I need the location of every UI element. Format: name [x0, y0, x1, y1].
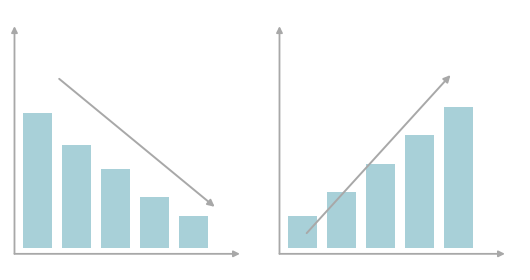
Bar: [327, 192, 356, 248]
Bar: [444, 107, 473, 248]
Bar: [101, 169, 130, 248]
Bar: [366, 164, 395, 248]
Bar: [405, 135, 434, 248]
Bar: [179, 216, 208, 248]
Bar: [288, 216, 317, 248]
Bar: [140, 197, 169, 248]
Bar: [23, 113, 52, 248]
Bar: [62, 145, 91, 248]
